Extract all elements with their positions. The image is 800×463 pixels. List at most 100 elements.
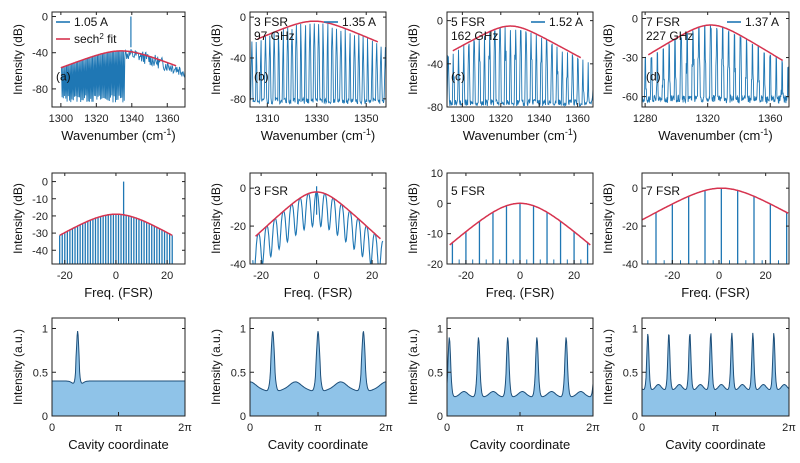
panel-label: (a) — [56, 69, 71, 83]
x-tick-label: 1320 — [695, 113, 719, 125]
panel-label: (d) — [646, 69, 661, 83]
x-axis-label: Wavenumber (cm-1) — [463, 127, 577, 143]
x-tick-label: 2π — [586, 422, 600, 434]
y-tick-label: 0 — [42, 411, 48, 423]
y-tick-label: -40 — [230, 259, 246, 271]
panel-label: (b) — [254, 69, 269, 83]
x-tick-label: 1350 — [354, 113, 378, 125]
x-tick-label: -20 — [253, 270, 269, 282]
y-tick-label: -30 — [32, 228, 48, 240]
plot-area — [447, 337, 593, 416]
x-tick-label: 1280 — [633, 113, 657, 125]
y-tick-label: 0 — [240, 12, 246, 24]
pulse-area — [52, 331, 185, 416]
y-axis-label: Intensity (a.u.) — [406, 329, 420, 405]
axes-frame — [446, 11, 594, 108]
y-axis-label: Intensity (dB) — [601, 183, 615, 254]
y-axis-label: Intensity (dB) — [406, 183, 420, 254]
panel-a-bot: 0 π 2π 0 0.5 1 Cavity coordinate Intensity (a.u… — [11, 317, 192, 452]
x-axis-label: Freq. (FSR) — [284, 285, 353, 300]
x-tick-label: 20 — [161, 270, 173, 282]
y-tick-label: -40 — [32, 245, 48, 257]
panel-b-mid: -20 0 20 -40 -20 0 Freq. (FSR) Intensity (dB) 3 … — [209, 172, 387, 300]
x-tick-label: 1360 — [155, 113, 179, 125]
y-axis-label: Intensity (dB) — [209, 183, 223, 254]
x-axis-label: Cavity coordinate — [268, 437, 368, 452]
y-tick-label: 0 — [437, 198, 443, 210]
fsr-label: 7 FSR — [646, 184, 680, 198]
y-tick-label: -80 — [230, 94, 246, 106]
x-tick-label: 1360 — [758, 113, 782, 125]
y-tick-label: 0 — [632, 14, 638, 26]
fsr-label: 5 FSR — [451, 15, 485, 29]
y-axis-label: Intensity (a.u.) — [601, 329, 615, 405]
y-tick-label: 0.5 — [231, 367, 246, 379]
y-axis-label: Intensity (dB) — [209, 24, 223, 95]
plot-area — [252, 186, 384, 264]
sech2-fit-line — [257, 20, 379, 43]
y-tick-label: -20 — [622, 221, 638, 233]
sech2-fit-line — [59, 213, 173, 236]
x-tick-label: 20 — [366, 270, 378, 282]
y-tick-label: 1 — [42, 324, 48, 336]
y-tick-label: 1 — [240, 324, 246, 336]
x-tick-label: 0 — [639, 422, 645, 434]
x-tick-label: 0 — [113, 270, 119, 282]
y-tick-label: 1 — [632, 324, 638, 336]
plot-area — [250, 20, 386, 105]
sech2-fit-line — [255, 191, 381, 240]
fsr-label: 5 FSR — [451, 184, 485, 198]
sech2-fit-line — [642, 187, 789, 221]
panel-a-top: 1300 1320 1340 1360 -80 -40 0 Wavenumber (cm-1)… — [11, 11, 186, 143]
y-tick-label: 0 — [42, 12, 48, 24]
x-tick-label: -20 — [458, 270, 474, 282]
x-axis-label: Cavity coordinate — [665, 437, 765, 452]
axes-frame — [249, 11, 387, 108]
x-axis-label: Wavenumber (cm-1) — [658, 127, 772, 143]
fsr-label: 3 FSR — [254, 15, 288, 29]
pulse-area — [250, 331, 386, 416]
panel-c-mid: -20 0 20 -20 -10 0 10 Freq. (FSR) Intensity (dB)… — [406, 168, 594, 300]
sech2-fit-line — [452, 25, 582, 59]
x-tick-label: -20 — [57, 270, 73, 282]
fsr-label: 3 FSR — [254, 184, 288, 198]
legend-current-label: 1.05 A — [74, 15, 108, 29]
x-tick-label: 0 — [49, 422, 55, 434]
x-tick-label: π — [516, 422, 524, 434]
x-tick-label: 1340 — [527, 113, 551, 125]
fsr-label: 7 FSR — [646, 15, 680, 29]
y-tick-label: -10 — [427, 229, 443, 241]
y-tick-label: 10 — [431, 168, 443, 180]
y-axis-label: Intensity (a.u.) — [209, 329, 223, 405]
y-tick-label: -40 — [230, 53, 246, 65]
y-axis-label: Intensity (dB) — [601, 24, 615, 95]
x-tick-label: 20 — [568, 270, 580, 282]
plot-area — [52, 331, 185, 416]
plot-area — [642, 187, 789, 264]
panel-d-top: 1280 1320 1360 -60 -30 0 Wavenumber (cm-1) Inte… — [601, 11, 790, 143]
sech2-fit-line — [647, 24, 784, 62]
x-tick-label: π — [115, 422, 123, 434]
axes-frame — [51, 11, 186, 108]
pulse-line — [250, 330, 386, 392]
pulse-area — [447, 337, 593, 416]
spectrum-line — [250, 23, 386, 105]
y-tick-label: -60 — [622, 92, 638, 104]
spectrum-line — [252, 191, 384, 264]
x-tick-label: 1360 — [565, 113, 589, 125]
x-tick-label: 2π — [178, 422, 192, 434]
pulse-area — [642, 332, 789, 416]
x-tick-label: π — [712, 422, 720, 434]
y-tick-label: -40 — [32, 48, 48, 60]
y-tick-label: 0 — [240, 183, 246, 195]
x-tick-label: 2π — [379, 422, 393, 434]
spectrum-line — [60, 48, 185, 103]
y-tick-label: -40 — [427, 59, 443, 71]
x-tick-label: 0 — [444, 422, 450, 434]
panel-b-top: 1310 1330 1350 -80 -40 0 Wavenumber (cm-1) Inte… — [209, 11, 387, 143]
spectrum-line — [447, 26, 593, 107]
pulse-line — [642, 332, 789, 391]
panel-d-bot: 0 π 2π 0 0.5 1 Cavity coordinate Intensity (a.u… — [601, 317, 796, 452]
x-tick-label: 0 — [314, 270, 320, 282]
x-tick-label: π — [314, 422, 322, 434]
